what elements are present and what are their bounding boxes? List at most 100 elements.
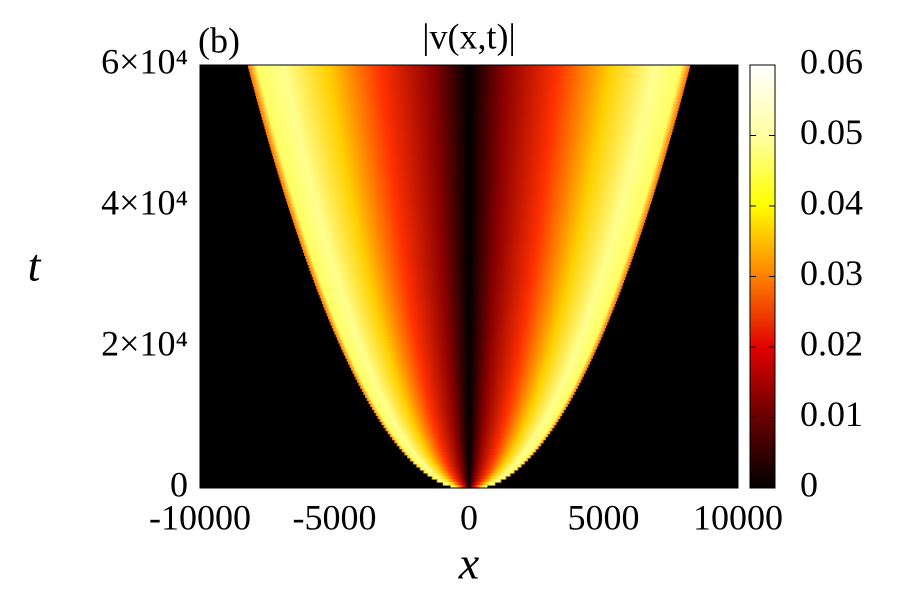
heatmap-strip bbox=[419, 466, 519, 471]
heatmap-strip bbox=[269, 143, 669, 148]
heatmap-strip bbox=[317, 288, 621, 293]
heatmap-strip bbox=[285, 194, 653, 199]
heatmap-strip bbox=[331, 324, 607, 329]
heatmap-strip bbox=[275, 164, 663, 169]
heatmap-strip bbox=[343, 352, 595, 356]
heatmap-strip bbox=[260, 110, 678, 114]
heatmap-strip bbox=[267, 137, 671, 142]
heatmap-strip bbox=[271, 149, 667, 154]
heatmap-strip bbox=[249, 71, 689, 75]
heatmap-strip bbox=[352, 370, 586, 374]
heatmap-strip bbox=[379, 418, 559, 423]
heatmap-strip bbox=[261, 116, 677, 120]
heatmap-strip bbox=[270, 146, 668, 151]
heatmap-strip bbox=[256, 98, 682, 102]
heatmap-strip bbox=[361, 388, 577, 392]
heatmap-strip bbox=[383, 424, 555, 429]
heatmap-strip bbox=[323, 303, 615, 308]
heatmap-strip bbox=[316, 285, 622, 290]
y-tick-label: 2×10⁴ bbox=[101, 323, 188, 363]
x-tick-label: 5000 bbox=[568, 497, 640, 537]
heatmap-strip bbox=[286, 200, 652, 205]
colorbar-tick-label: 0.01 bbox=[800, 394, 863, 434]
heatmap-strip bbox=[248, 65, 690, 69]
heatmap-strip bbox=[391, 436, 547, 441]
heatmap-strip bbox=[248, 68, 690, 72]
x-tick-label: -10000 bbox=[149, 497, 251, 537]
heatmap-strip bbox=[313, 279, 625, 284]
heatmap-strip bbox=[338, 339, 600, 344]
heatmap-strip bbox=[280, 179, 658, 184]
heatmap-strip bbox=[306, 258, 632, 262]
heatmap-strip bbox=[358, 382, 580, 386]
heatmap-strip bbox=[318, 291, 620, 296]
heatmap-strip bbox=[312, 276, 626, 281]
heatmap-strip bbox=[394, 439, 544, 444]
heatmap-strip bbox=[320, 297, 618, 302]
heatmap-strip bbox=[289, 210, 649, 214]
heatmap-strip bbox=[330, 321, 608, 326]
heatmap-strip bbox=[342, 349, 596, 353]
heatmap-strip bbox=[326, 312, 612, 317]
heatmap-strip bbox=[277, 170, 661, 175]
heatmap-strip bbox=[319, 294, 619, 299]
heatmap-strip bbox=[284, 191, 654, 196]
heatmap-strip bbox=[346, 358, 592, 362]
x-tick-label: 0 bbox=[460, 497, 478, 537]
heatmap-strip bbox=[302, 249, 636, 253]
heatmap-strip bbox=[294, 225, 644, 229]
colorbar-tick-label: 0.05 bbox=[800, 112, 863, 152]
heatmap-strip bbox=[339, 342, 599, 347]
heatmap-strip bbox=[329, 318, 609, 323]
heatmap bbox=[248, 65, 690, 489]
heatmap-strip bbox=[416, 463, 522, 468]
heatmap-strip bbox=[336, 336, 602, 341]
heatmap-strip bbox=[298, 237, 640, 241]
heatmap-strip bbox=[293, 222, 645, 226]
heatmap-strip bbox=[276, 167, 662, 172]
heatmap-strip bbox=[335, 333, 603, 338]
x-tick-label: 10000 bbox=[693, 497, 783, 537]
heatmap-strip bbox=[264, 125, 674, 130]
heatmap-strip bbox=[266, 134, 672, 139]
heatmap-strip bbox=[324, 306, 614, 311]
heatmap-strip bbox=[409, 457, 529, 462]
colorbar-tick-label: 0.03 bbox=[800, 253, 863, 293]
heatmap-strip bbox=[399, 445, 539, 450]
heatmap-strip bbox=[423, 469, 515, 474]
heatmap-strip bbox=[301, 246, 637, 250]
heatmap-strip bbox=[288, 207, 650, 211]
heatmap-strip bbox=[308, 264, 630, 269]
heatmap-strip bbox=[257, 101, 681, 105]
heatmap-strip bbox=[311, 273, 627, 278]
heatmap-strip bbox=[431, 475, 507, 480]
heatmap-strip bbox=[255, 92, 683, 96]
heatmap-strip bbox=[299, 240, 639, 244]
heatmap-strip bbox=[285, 197, 653, 202]
heatmap-strip bbox=[263, 122, 675, 127]
heatmap-strip bbox=[274, 161, 664, 166]
heatmap-strip bbox=[251, 77, 687, 81]
heatmap-strip bbox=[360, 385, 578, 389]
colorbar-tick-label: 0 bbox=[800, 464, 818, 504]
heatmap-strip bbox=[259, 107, 679, 111]
heatmap-strip bbox=[375, 412, 563, 417]
heatmap-strip bbox=[349, 364, 589, 368]
heatmap-strip bbox=[314, 282, 624, 287]
heatmap-strip bbox=[307, 261, 631, 266]
heatmap-strip bbox=[345, 355, 593, 359]
heatmap-strip bbox=[389, 433, 549, 438]
heatmap-strip bbox=[363, 391, 575, 395]
heatmap-strip bbox=[365, 394, 573, 398]
heatmap-strip bbox=[305, 255, 633, 259]
heatmap-strip bbox=[251, 80, 687, 84]
heatmap-strip bbox=[327, 315, 611, 320]
heatmap-strip bbox=[333, 327, 605, 332]
heatmap-strip bbox=[295, 228, 643, 232]
y-tick-label: 6×10⁴ bbox=[101, 41, 188, 81]
heatmap-strip bbox=[304, 252, 634, 256]
heatmap-strip bbox=[401, 448, 537, 453]
heatmap-strip bbox=[258, 104, 680, 108]
y-axis-label: t bbox=[28, 240, 42, 291]
